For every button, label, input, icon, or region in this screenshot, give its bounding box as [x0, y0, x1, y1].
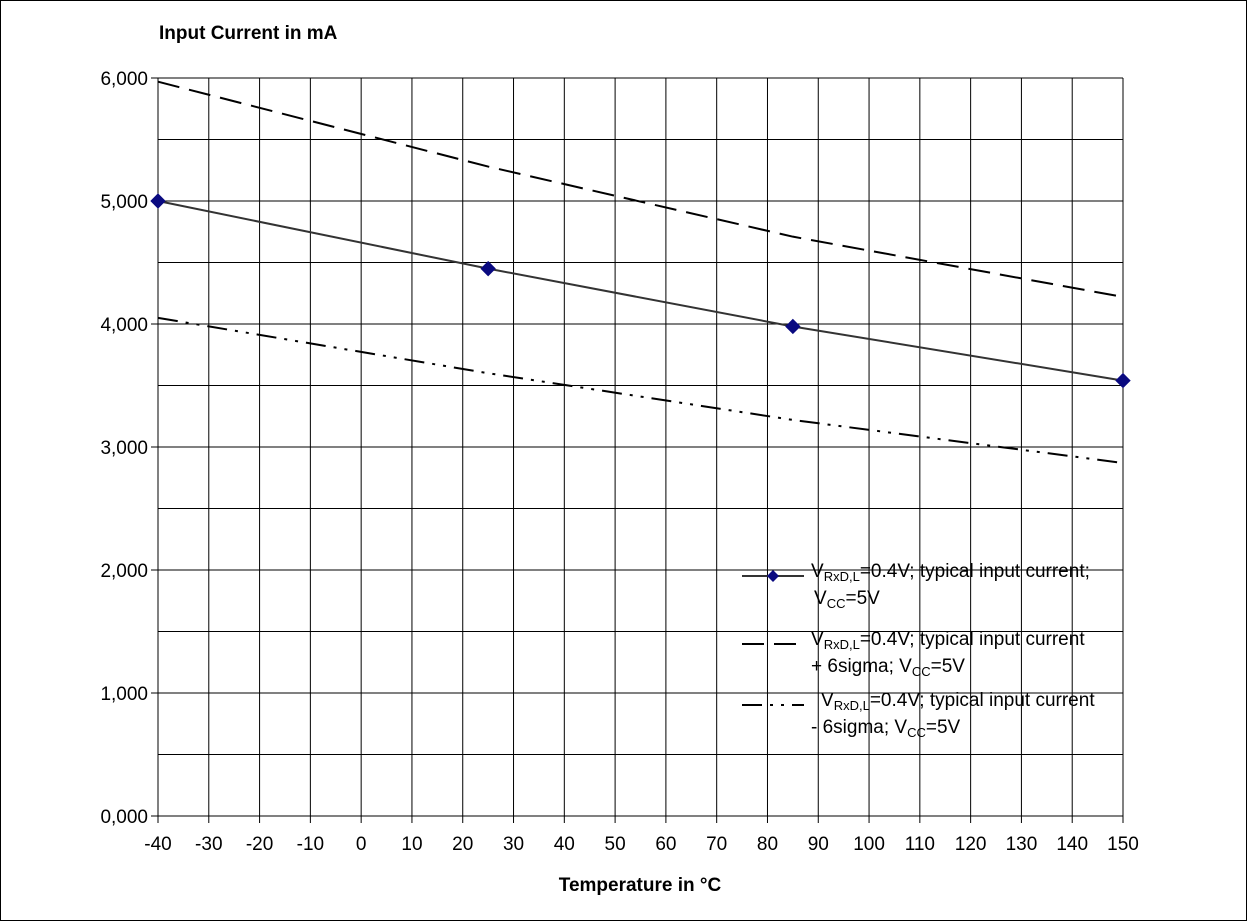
- x-tick-label: 100: [853, 834, 885, 855]
- legend-label-line2: + 6sigma; VCC=5V: [811, 656, 965, 679]
- x-tick-label: 30: [503, 834, 524, 855]
- legend-label-line1: VRxD,L=0.4V; typical input current: [811, 629, 1085, 652]
- legend-label-line2: VCC=5V: [814, 588, 880, 611]
- x-tick-label: 60: [655, 834, 676, 855]
- y-tick-label: 2,000: [100, 561, 148, 582]
- data-point-marker: [150, 193, 166, 209]
- series-line-3: [157, 316, 1124, 464]
- x-axis-title: Temperature in °C: [559, 875, 722, 896]
- data-point-marker: [1115, 372, 1131, 389]
- series: [150, 80, 1131, 464]
- y-tick-label: 3,000: [100, 438, 148, 459]
- x-tick-label: 40: [554, 834, 575, 855]
- x-tick-label: -20: [246, 834, 273, 855]
- y-axis-title: Input Current in mA: [159, 23, 338, 44]
- legend-label-line1: VRxD,L=0.4V; typical input current: [821, 690, 1095, 713]
- series-line-2: [157, 80, 1124, 298]
- x-tick-label: 110: [905, 834, 935, 855]
- y-tick-label: 4,000: [100, 315, 148, 336]
- x-tick-label: 0: [356, 834, 367, 855]
- x-tick-label: 140: [1056, 834, 1088, 855]
- legend-label-line2: - 6sigma; VCC=5V: [811, 717, 961, 740]
- x-tick-label: -10: [297, 834, 324, 855]
- y-tick-label: 0,000: [100, 807, 148, 828]
- x-tick-label: -30: [195, 834, 222, 855]
- x-tick-label: 90: [808, 834, 829, 855]
- x-tick-label: 50: [605, 834, 626, 855]
- legend-marker: [767, 570, 779, 582]
- legend-label-line1: VRxD,L=0.4V; typical input current;: [811, 561, 1090, 584]
- x-tick-label: 20: [452, 834, 473, 855]
- x-tick-label: 130: [1006, 834, 1038, 855]
- x-tick-label: 10: [401, 834, 422, 855]
- x-tick-label: 70: [706, 834, 727, 855]
- data-point-marker: [785, 318, 801, 335]
- y-tick-label: 6,000: [100, 69, 148, 90]
- y-tick-label: 5,000: [100, 192, 148, 213]
- axes: 0,000 1,000 2,000 3,000 4,000 5,000 6,000 -40 -3…: [100, 69, 1138, 855]
- data-point-marker: [480, 260, 496, 277]
- series-line-1: [157, 200, 1124, 382]
- x-tick-label: 80: [757, 834, 778, 855]
- x-tick-label: 120: [955, 834, 987, 855]
- x-tick-label: 150: [1107, 834, 1139, 855]
- legend: VRxD,L=0.4V; typical input current; VCC=5…: [742, 561, 1095, 740]
- y-tick-label: 1,000: [100, 684, 148, 705]
- x-tick-label: -40: [144, 834, 171, 855]
